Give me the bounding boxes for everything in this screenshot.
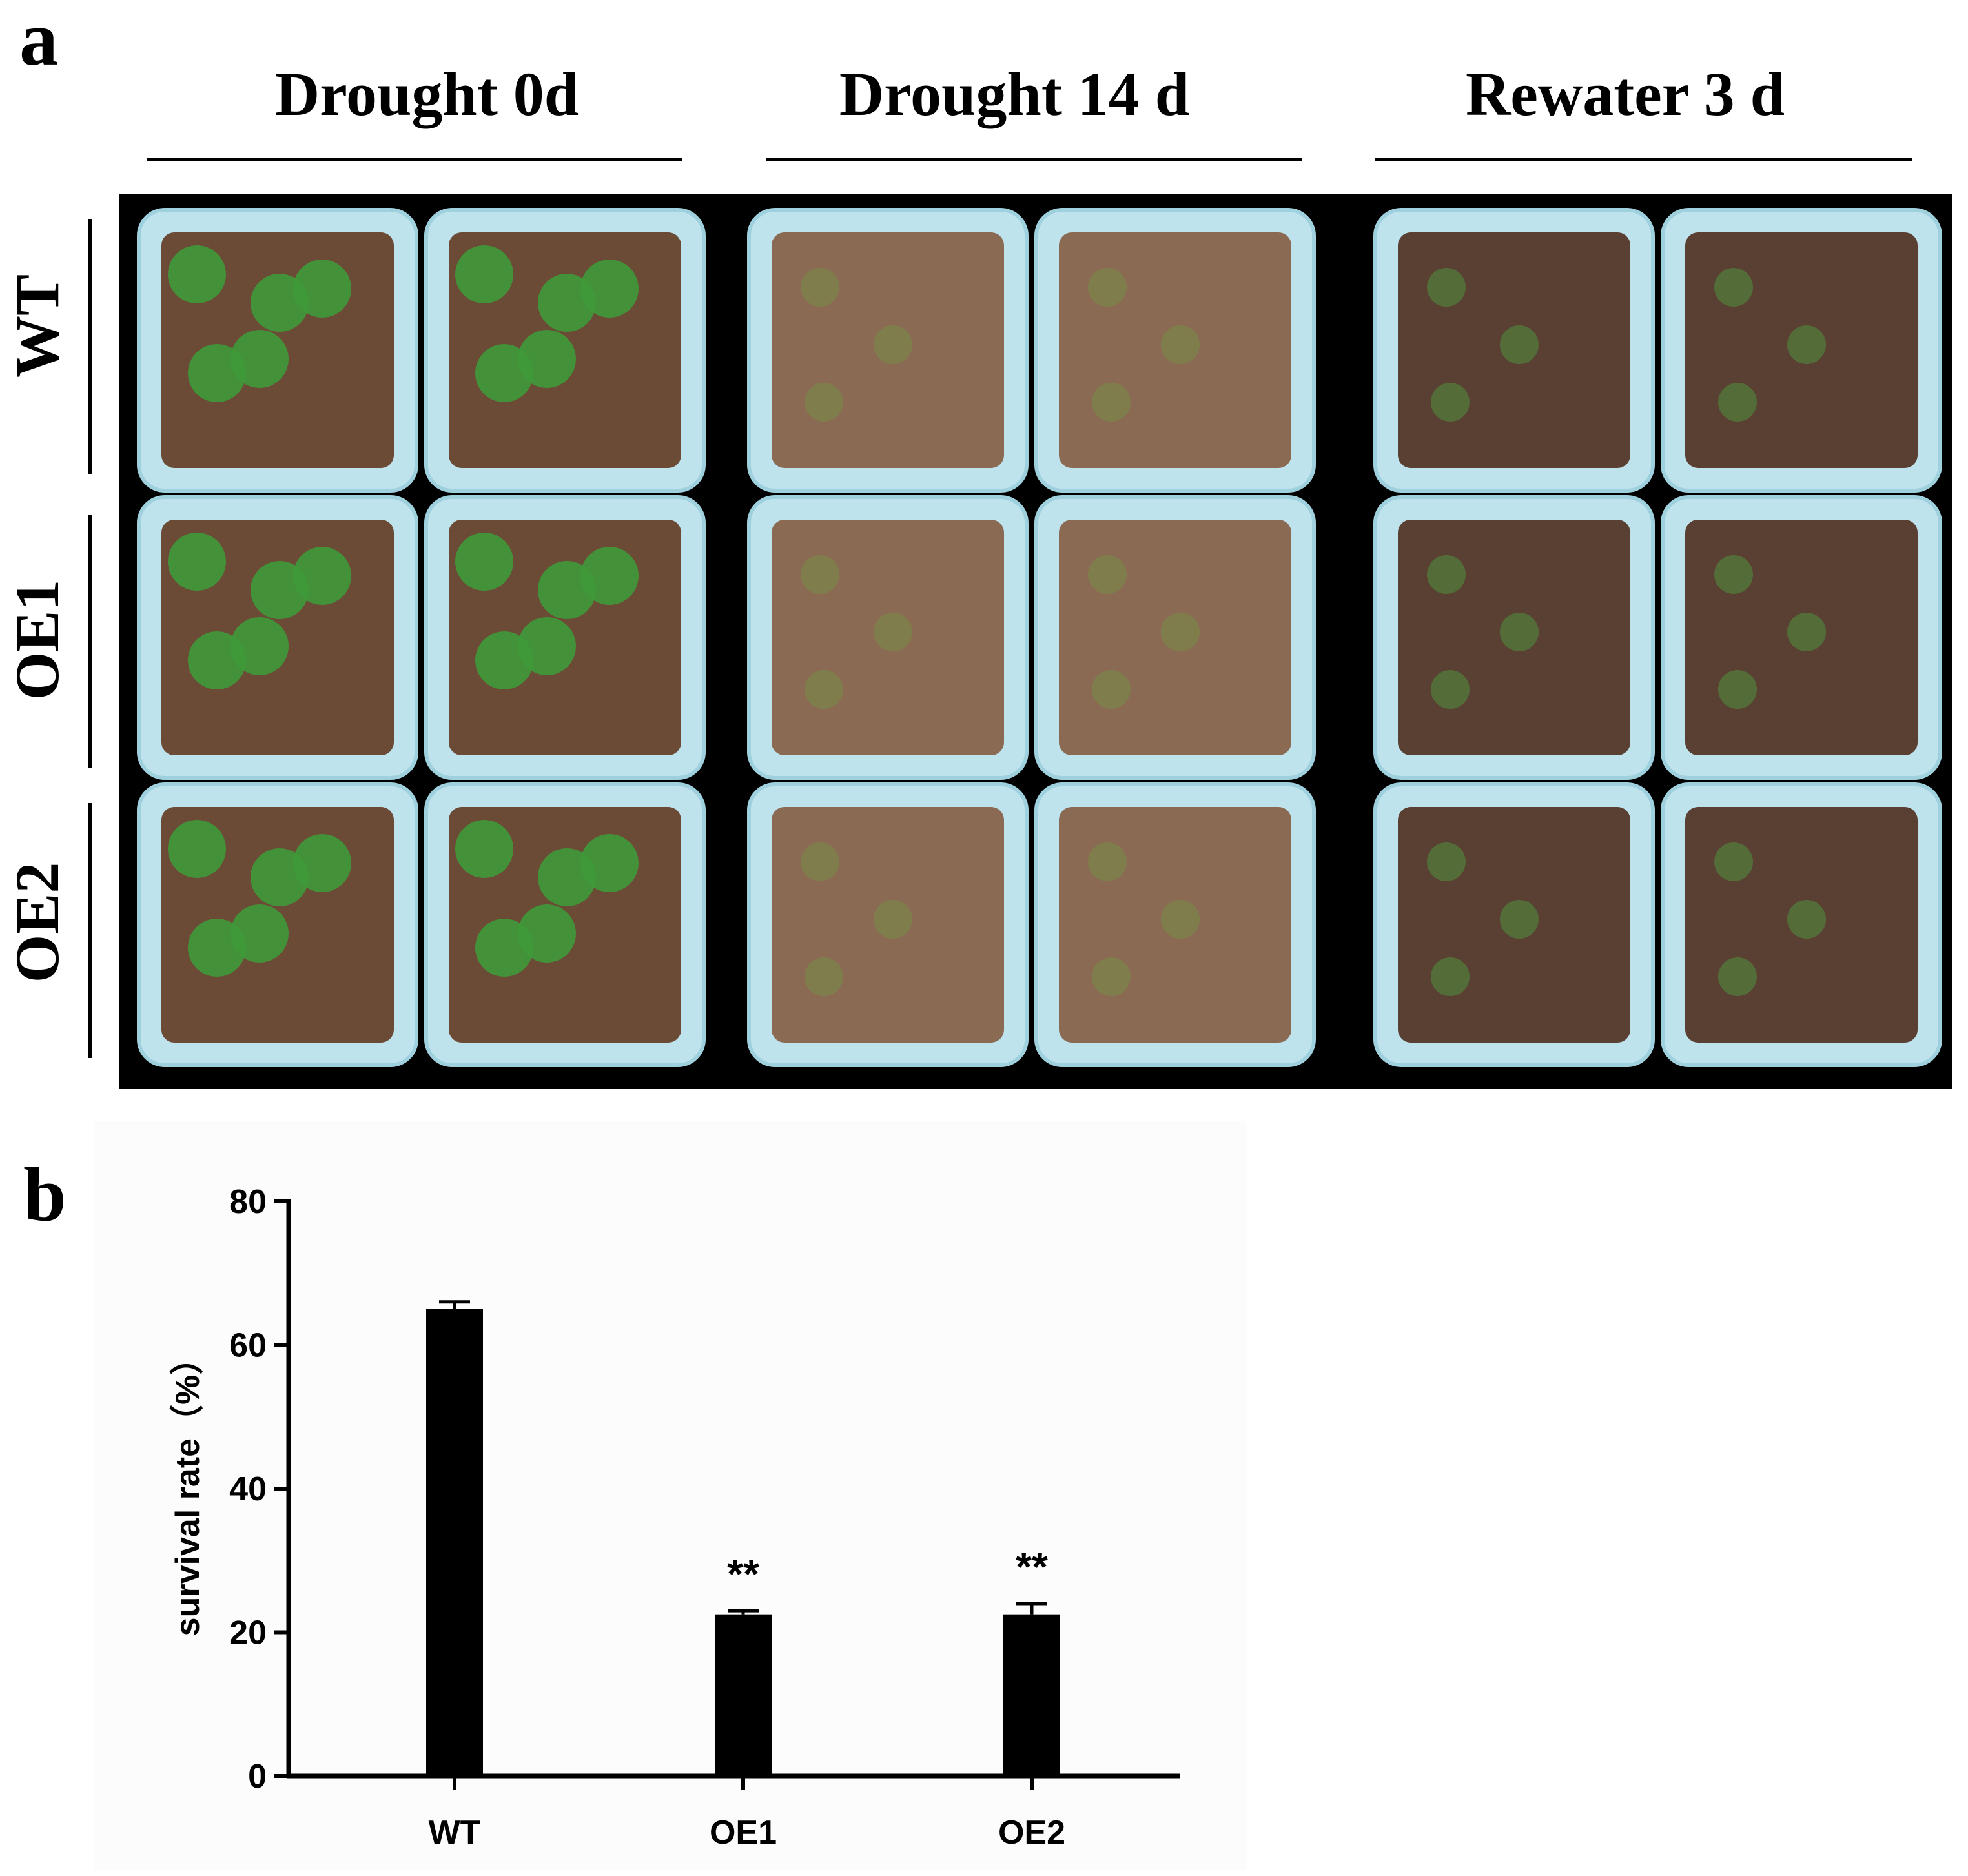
plant: [251, 561, 309, 619]
column-header: Rewater 3 d: [1466, 59, 1785, 128]
bar: [715, 1614, 772, 1776]
bar: [426, 1309, 483, 1776]
plant: [188, 631, 246, 689]
plant: [1431, 670, 1470, 709]
plant: [475, 344, 533, 402]
plant: [475, 631, 533, 689]
plant: [1092, 670, 1131, 709]
plant: [1088, 842, 1127, 881]
y-tick-label: 60: [229, 1327, 267, 1365]
plant: [1427, 842, 1466, 881]
plant: [1431, 957, 1470, 996]
significance-label: **: [727, 1551, 759, 1597]
plant: [1787, 325, 1826, 364]
y-tick-label: 0: [248, 1758, 267, 1795]
chart-background: [94, 1121, 1247, 1870]
row-label: OE1: [3, 580, 72, 700]
plant: [874, 325, 912, 364]
y-axis-label: survival rate（%）: [169, 1341, 207, 1636]
plant: [805, 957, 843, 996]
plant: [1500, 613, 1539, 651]
plant: [874, 900, 912, 939]
plant: [538, 274, 596, 332]
plant: [1718, 957, 1757, 996]
plant: [251, 274, 309, 332]
plant: [801, 268, 839, 307]
plant: [455, 245, 513, 303]
error-bar: [439, 1300, 470, 1309]
row-label: WT: [3, 274, 72, 378]
bar: [1003, 1614, 1060, 1776]
y-tick-label: 20: [229, 1615, 267, 1652]
plant: [1718, 670, 1757, 709]
y-tick-label: 40: [229, 1471, 267, 1508]
x-tick-label: OE1: [710, 1814, 777, 1851]
plant: [1161, 900, 1200, 939]
plant: [805, 670, 843, 709]
plant: [168, 820, 226, 878]
plant: [1088, 268, 1127, 307]
x-tick-label: OE2: [998, 1814, 1065, 1851]
plant: [188, 344, 246, 402]
plant: [1500, 325, 1539, 364]
plant: [1088, 555, 1127, 594]
plant: [538, 848, 596, 906]
plant: [1161, 613, 1200, 651]
plant: [538, 561, 596, 619]
plant: [1500, 900, 1539, 939]
y-tick-label: 80: [229, 1183, 267, 1221]
error-bar: [1016, 1602, 1047, 1615]
row-label: OE2: [3, 862, 72, 983]
plant: [1787, 900, 1826, 939]
plant: [1718, 383, 1757, 422]
column-header: Drought 14 d: [839, 59, 1189, 128]
plant: [1092, 383, 1131, 422]
plant: [874, 613, 912, 651]
plant: [168, 245, 226, 303]
plant: [1787, 613, 1826, 651]
plant: [1714, 555, 1753, 594]
plant: [168, 533, 226, 591]
plant: [1714, 842, 1753, 881]
plant: [455, 820, 513, 878]
plant: [1431, 383, 1470, 422]
plant: [475, 919, 533, 977]
plant: [188, 919, 246, 977]
significance-label: **: [1016, 1544, 1048, 1590]
plant: [1161, 325, 1200, 364]
plant: [1714, 268, 1753, 307]
panel-label: b: [23, 1151, 67, 1237]
x-tick-label: WT: [429, 1814, 481, 1851]
plant: [1427, 268, 1466, 307]
plant: [1427, 555, 1466, 594]
photo: [137, 208, 1942, 1067]
plant: [801, 842, 839, 881]
plant: [251, 848, 309, 906]
plant: [455, 533, 513, 591]
plant: [1092, 957, 1131, 996]
column-header: Drought 0d: [275, 59, 579, 128]
error-bar: [728, 1609, 759, 1615]
plant: [805, 383, 843, 422]
panel-label: a: [19, 0, 58, 81]
plant: [801, 555, 839, 594]
